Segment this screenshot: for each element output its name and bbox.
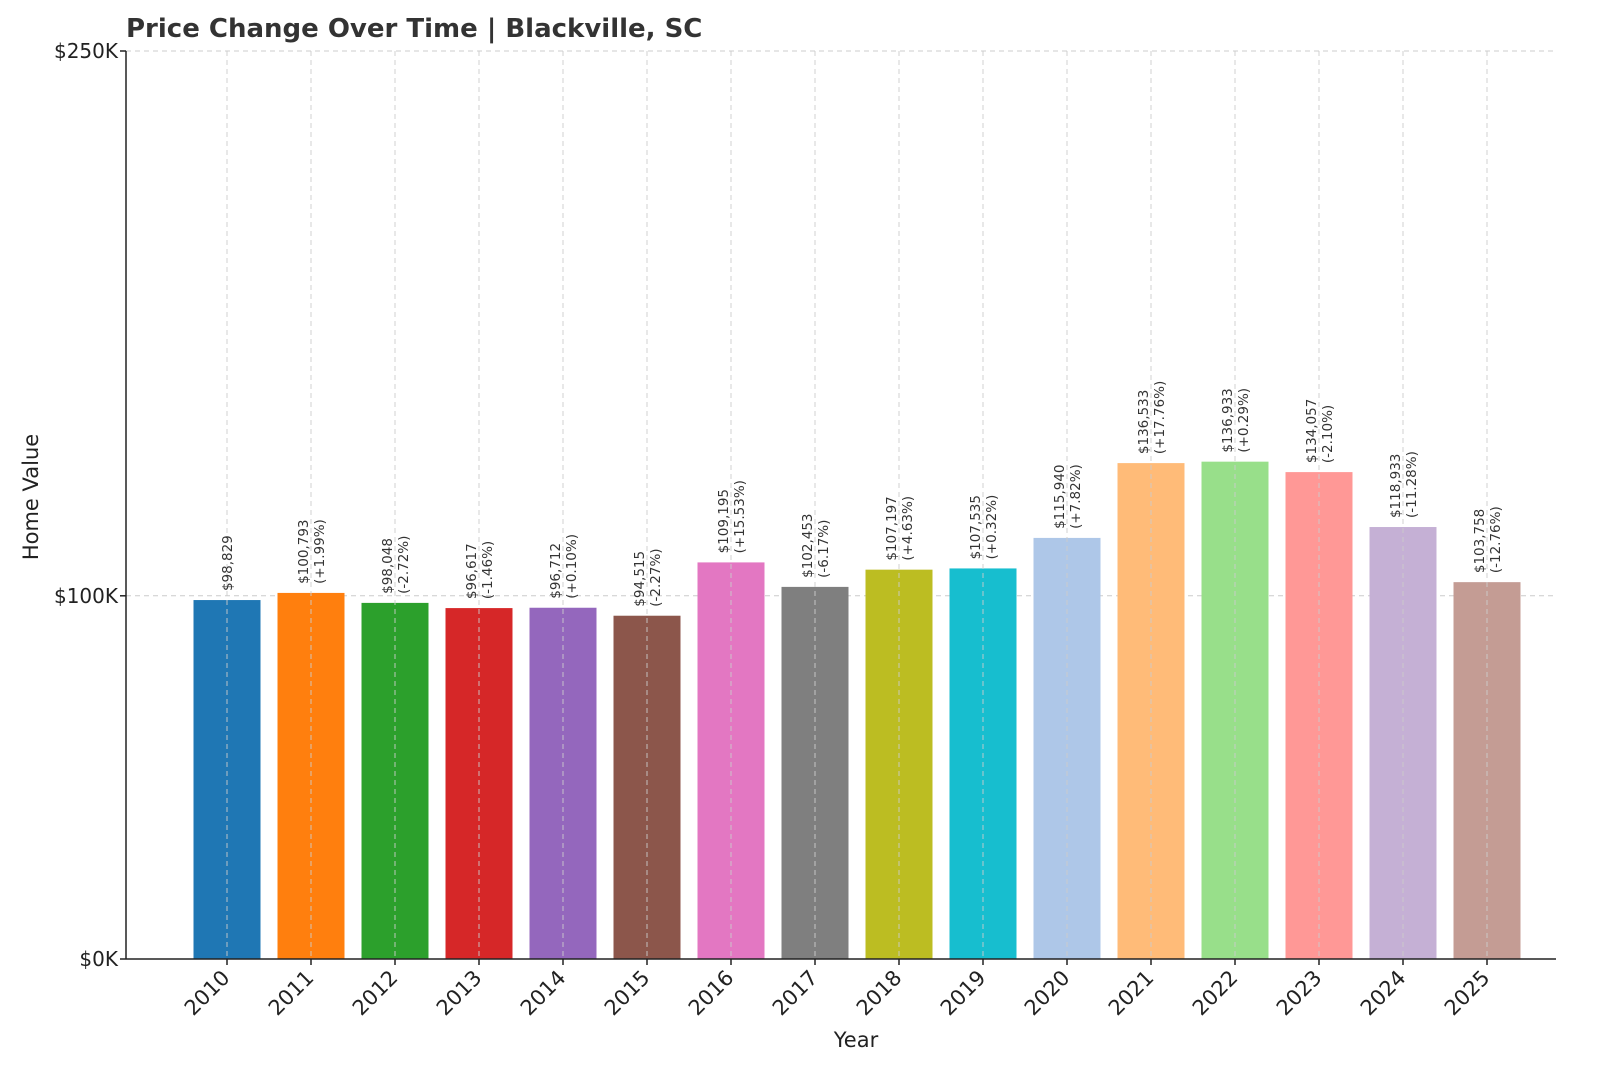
bar-2025 xyxy=(1453,582,1521,959)
x-tick-label: 2012 xyxy=(348,966,403,1021)
x-tick-label: 2011 xyxy=(264,966,319,1021)
y-axis-label: Home Value xyxy=(19,434,43,560)
bar-change-label: (+15.53%) xyxy=(732,480,748,553)
bar-2010 xyxy=(193,600,261,959)
bar-value-label: $109,195 xyxy=(716,489,732,553)
bar-change-label: (+1.99%) xyxy=(312,519,328,584)
bar-2023 xyxy=(1285,472,1353,959)
bar-change-label: (-2.72%) xyxy=(396,536,412,594)
x-tick-label: 2015 xyxy=(600,966,655,1021)
x-tick-label: 2018 xyxy=(852,966,907,1021)
bar-value-label: $98,048 xyxy=(380,538,396,594)
bar-value-label: $102,453 xyxy=(800,513,816,577)
bar-change-label: (+17.76%) xyxy=(1152,381,1168,454)
bars-layer xyxy=(193,461,1521,959)
y-tick-label: $0K xyxy=(79,947,118,971)
bar-value-label: $94,515 xyxy=(632,551,648,607)
bar-change-label: (+0.32%) xyxy=(984,495,1000,560)
bar-value-label: $96,712 xyxy=(548,543,564,599)
bar-value-label: $100,793 xyxy=(296,519,312,583)
bar-change-label: (+4.63%) xyxy=(900,496,916,561)
chart-title: Price Change Over Time | Blackville, SC xyxy=(126,14,703,44)
bar-change-label: (+7.82%) xyxy=(1068,464,1084,529)
x-tick-label: 2017 xyxy=(768,966,823,1021)
bar-value-label: $136,533 xyxy=(1136,390,1152,454)
x-tick-label: 2025 xyxy=(1440,966,1495,1021)
x-axis-label: Year xyxy=(833,1028,879,1052)
x-tick-label: 2019 xyxy=(936,966,991,1021)
x-tick-label: 2020 xyxy=(1020,966,1075,1021)
y-tick-label: $250K xyxy=(54,39,119,63)
x-tick-label: 2013 xyxy=(432,966,487,1021)
bar-value-label: $115,940 xyxy=(1052,464,1068,528)
bar-change-label: (-2.27%) xyxy=(648,548,664,606)
bar-value-label: $134,057 xyxy=(1304,399,1320,463)
x-tick-label: 2010 xyxy=(180,966,235,1021)
bar-change-label: (-2.10%) xyxy=(1320,405,1336,463)
bar-change-label: (-1.46%) xyxy=(480,541,496,599)
bar-change-label: (+0.29%) xyxy=(1236,388,1252,453)
bar-change-label: (-11.28%) xyxy=(1404,451,1420,518)
bar-change-label: (+0.10%) xyxy=(564,534,580,599)
bar-value-label: $136,933 xyxy=(1220,388,1236,452)
bar-change-label: (-12.76%) xyxy=(1488,506,1504,573)
x-tick-label: 2024 xyxy=(1356,966,1411,1021)
bar-value-label: $107,535 xyxy=(968,495,984,559)
bar-value-label: $107,197 xyxy=(884,496,900,560)
bar-value-label: $103,758 xyxy=(1472,509,1488,573)
vertical-grid-layer xyxy=(226,51,1488,959)
y-tick-label: $100K xyxy=(54,584,119,608)
bar-labels-layer: $98,829 $100,793 (+1.99%) $98,048 (-2.72%) $9… xyxy=(220,381,1504,607)
bar-value-label: $98,829 xyxy=(220,535,236,591)
x-tick-label: 2016 xyxy=(684,966,739,1021)
bar-2024 xyxy=(1369,527,1437,959)
bar-change-label: (-6.17%) xyxy=(816,520,832,578)
x-tick-label: 2021 xyxy=(1104,966,1159,1021)
x-tick-label: 2014 xyxy=(516,966,571,1021)
x-tick-label: 2022 xyxy=(1188,966,1243,1021)
bar-value-label: $96,617 xyxy=(464,543,480,599)
x-tick-label: 2023 xyxy=(1272,966,1327,1021)
bar-value-label: $118,933 xyxy=(1388,454,1404,518)
